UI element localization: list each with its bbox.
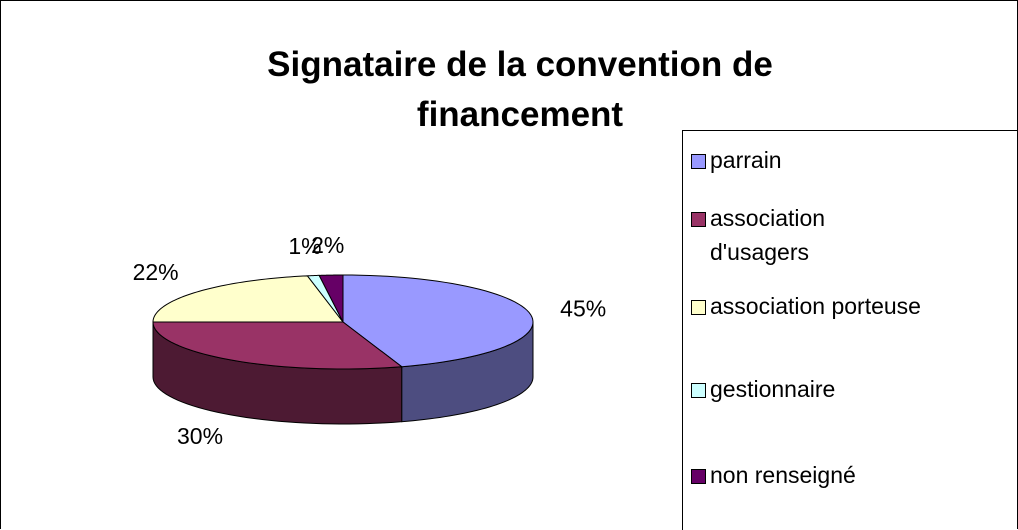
- pie-slice: [152, 275, 345, 323]
- legend-label: non renseigné: [710, 462, 856, 488]
- legend-swatch: [691, 300, 706, 315]
- legend-entry: parrain: [691, 143, 1011, 177]
- pie-slice: [152, 321, 404, 370]
- legend-swatch: [691, 469, 706, 484]
- data-label: 1%: [288, 233, 321, 259]
- pie-slice: [318, 274, 344, 323]
- legend-entry: association d'usagers: [691, 201, 1011, 269]
- legend: parrain association d'usagers association …: [682, 130, 1018, 530]
- legend-label: gestionnaire: [710, 376, 836, 402]
- legend-swatch: [691, 212, 706, 227]
- legend-entry: gestionnaire: [691, 372, 1011, 406]
- legend-swatch: [691, 154, 706, 169]
- legend-label: parrain: [710, 147, 782, 173]
- chart-title: Signataire de la convention de financeme…: [267, 45, 773, 134]
- legend-label: association d'usagers: [710, 205, 826, 265]
- data-label: 45%: [560, 295, 606, 321]
- legend-entry: non renseigné: [691, 458, 1011, 492]
- pie-slice: [342, 274, 534, 368]
- data-label: 22%: [133, 259, 179, 285]
- legend-entry: association porteuse: [691, 289, 1011, 323]
- data-label: 30%: [177, 423, 223, 449]
- legend-swatch: [691, 383, 706, 398]
- data-label: 2%: [311, 232, 344, 258]
- pie-slice: [306, 274, 344, 323]
- legend-label: association porteuse: [710, 293, 921, 319]
